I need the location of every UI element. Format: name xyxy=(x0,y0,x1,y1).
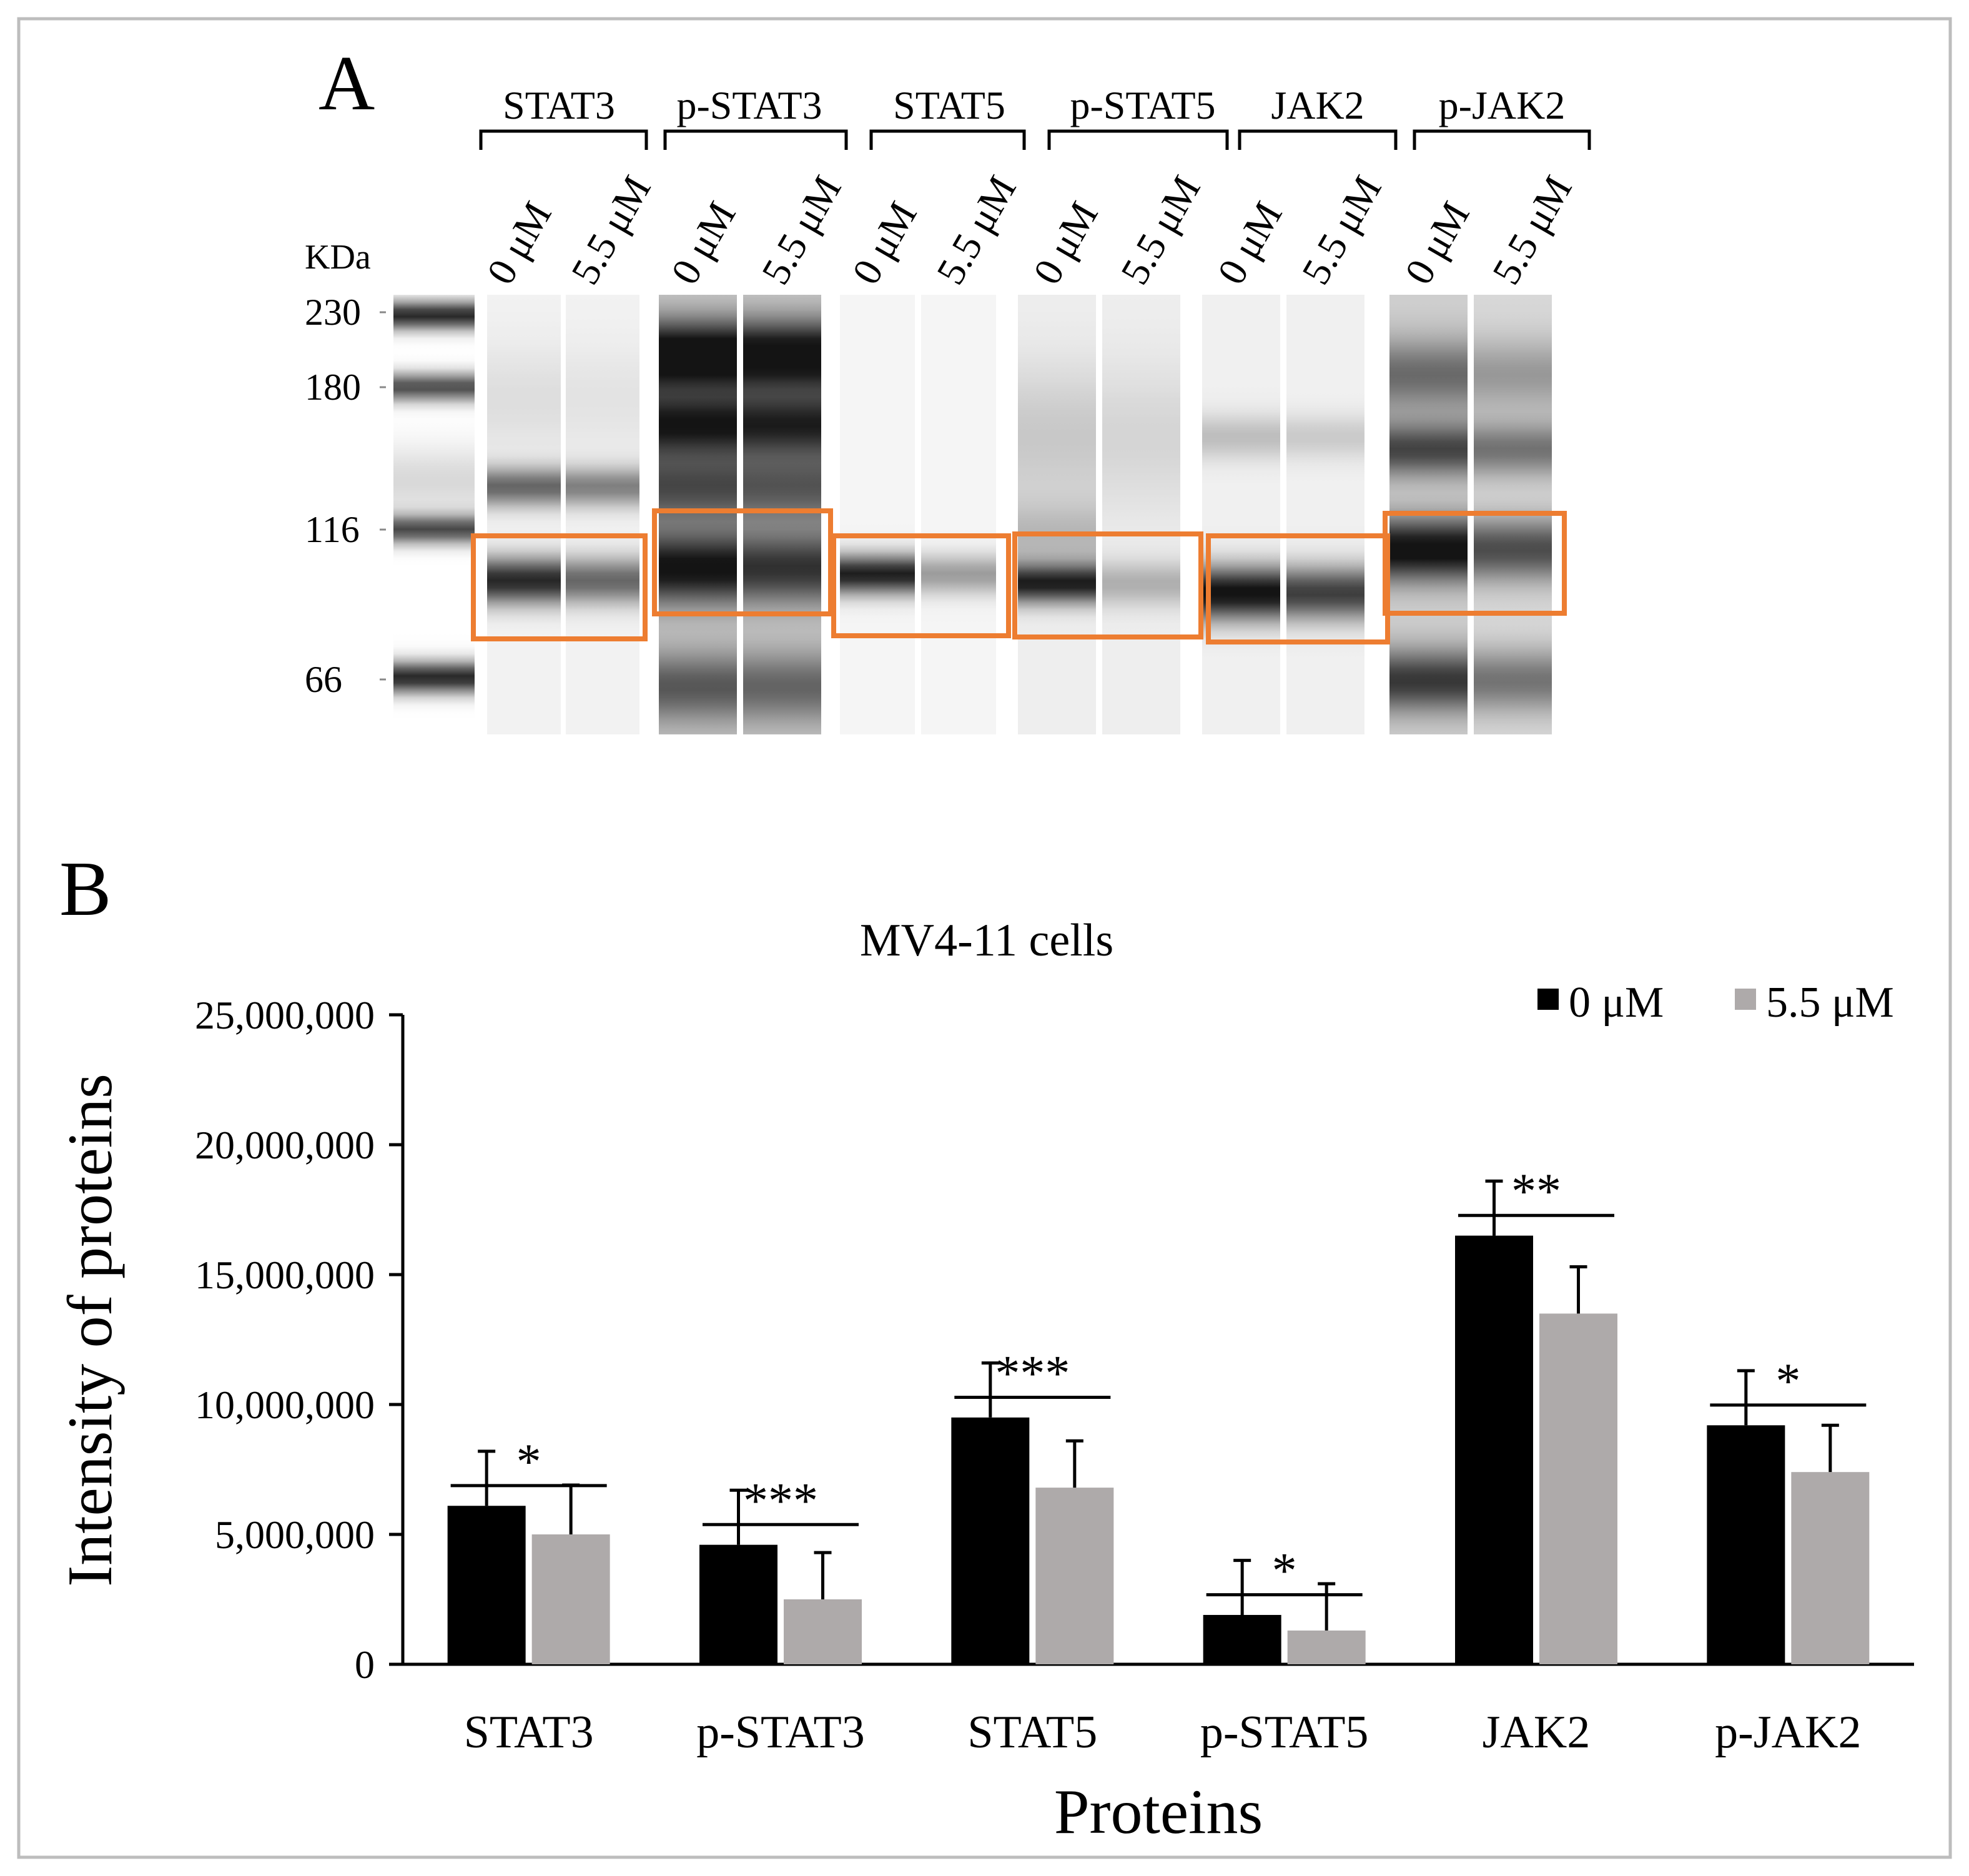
bar-p-stat3-5-5um xyxy=(784,1599,862,1664)
significance-stars-p-stat5: * xyxy=(1272,1544,1297,1599)
blot-lane-jak2-0 xyxy=(1202,295,1280,734)
significance-stars-jak2: ** xyxy=(1511,1164,1561,1219)
marker-label-230: 230 xyxy=(305,292,361,333)
blot-lane-ladder xyxy=(393,295,475,734)
blot-lane-pstat3-0 xyxy=(659,295,737,734)
bar-p-stat3-0um xyxy=(699,1544,777,1664)
marker-labels: 230 180 116 66 xyxy=(305,292,386,700)
protein-label-stat5: STAT5 xyxy=(893,83,1005,127)
western-blot xyxy=(393,295,1567,734)
bar-stat5-0um xyxy=(951,1417,1030,1664)
bar-chart: 0 5,000,000 10,000,000 15,000,000 20,000,000… xyxy=(195,993,1914,1758)
legend-swatch-5-5um xyxy=(1735,989,1756,1010)
bar-p-jak2-5-5um xyxy=(1791,1472,1870,1664)
panel-a-label: A xyxy=(318,41,375,127)
blot-lane-pstat3-5 xyxy=(743,295,821,734)
y-tick-label: 15,000,000 xyxy=(195,1253,375,1297)
bar-stat3-0um xyxy=(447,1506,526,1664)
x-tick-label-stat3: STAT3 xyxy=(464,1707,594,1758)
blot-lane-jak2-5 xyxy=(1286,295,1364,734)
kda-label: KDa xyxy=(305,238,371,277)
x-axis-label: Proteins xyxy=(1054,1777,1263,1847)
bar-jak2-5-5um xyxy=(1539,1313,1617,1664)
significance-stars-stat5: *** xyxy=(995,1346,1070,1401)
blot-lane-pstat5-0 xyxy=(1018,295,1096,734)
y-tick-label: 5,000,000 xyxy=(215,1513,375,1557)
bar-p-stat5-0um xyxy=(1203,1614,1281,1664)
x-tick-label-jak2: JAK2 xyxy=(1483,1707,1591,1758)
blot-lane-stat3-0 xyxy=(487,295,561,734)
bracket-stat3 xyxy=(479,129,648,150)
panel-b-label: B xyxy=(59,846,111,932)
bracket-p-jak2 xyxy=(1413,129,1591,150)
significance-stars-stat3: * xyxy=(516,1434,541,1489)
protein-label-p-stat5: p-STAT5 xyxy=(1070,83,1215,127)
y-tick-label: 10,000,000 xyxy=(195,1383,375,1427)
legend-label-5-5um: 5.5 μM xyxy=(1766,979,1894,1027)
protein-label-jak2: JAK2 xyxy=(1271,83,1364,127)
blot-lane-stat5-5 xyxy=(921,295,996,734)
highlight-box-p-jak2 xyxy=(1383,511,1567,616)
x-tick-label-stat5: STAT5 xyxy=(967,1707,1097,1758)
highlight-box-stat3 xyxy=(471,533,648,641)
highlight-box-p-stat3 xyxy=(652,508,833,616)
bracket-jak2 xyxy=(1238,129,1398,150)
marker-label-66: 66 xyxy=(305,659,342,700)
blot-lane-stat3-5 xyxy=(566,295,639,734)
marker-label-180: 180 xyxy=(305,367,361,408)
bracket-p-stat3 xyxy=(663,129,848,150)
protein-label-p-jak2: p-JAK2 xyxy=(1439,83,1566,127)
x-tick-label-p-jak2: p-JAK2 xyxy=(1715,1707,1861,1758)
y-axis-label: Intensity of proteins xyxy=(55,1074,126,1587)
bar-jak2-0um xyxy=(1455,1235,1533,1664)
bracket-stat5 xyxy=(869,129,1026,150)
legend: 0 μM 5.5 μM xyxy=(1537,979,1894,1027)
y-tick-label: 25,000,000 xyxy=(195,993,375,1037)
bar-p-jak2-0um xyxy=(1707,1425,1785,1664)
y-tick-label: 20,000,000 xyxy=(195,1123,375,1167)
legend-label-0um: 0 μM xyxy=(1569,979,1664,1027)
blot-lane-pstat5-5 xyxy=(1102,295,1180,734)
blot-lane-stat5-0 xyxy=(840,295,915,734)
marker-label-116: 116 xyxy=(305,509,360,550)
protein-label-stat3: STAT3 xyxy=(503,83,615,127)
x-tick-label-p-stat5: p-STAT5 xyxy=(1200,1707,1369,1758)
significance-stars-p-jak2: * xyxy=(1775,1354,1800,1409)
bar-stat3-5-5um xyxy=(531,1534,610,1664)
significance-stars-p-stat3: *** xyxy=(743,1473,818,1528)
x-tick-label-p-stat3: p-STAT3 xyxy=(696,1707,865,1758)
chart-title: MV4-11 cells xyxy=(860,915,1113,966)
bar-p-stat5-5-5um xyxy=(1287,1630,1366,1664)
bracket-p-stat5 xyxy=(1047,129,1229,150)
bar-stat5-5-5um xyxy=(1035,1488,1114,1664)
highlight-box-stat5 xyxy=(831,533,1011,638)
y-tick-label: 0 xyxy=(355,1642,375,1687)
protein-label-p-stat3: p-STAT3 xyxy=(676,83,822,127)
highlight-box-p-stat5 xyxy=(1012,531,1203,639)
legend-swatch-0um xyxy=(1537,989,1559,1010)
